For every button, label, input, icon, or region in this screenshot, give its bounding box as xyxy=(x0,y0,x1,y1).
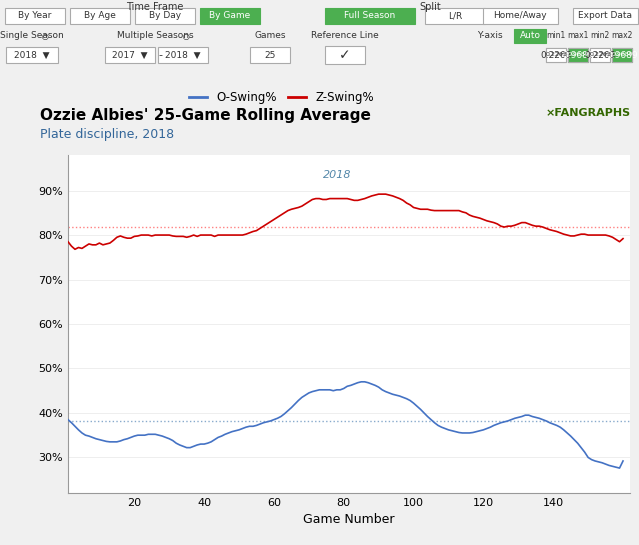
Bar xyxy=(200,8,260,24)
Text: Home/Away: Home/Away xyxy=(493,11,547,21)
Text: min1: min1 xyxy=(546,32,566,40)
Text: Multiple Seasons: Multiple Seasons xyxy=(117,32,194,40)
Text: Y-axis: Y-axis xyxy=(477,32,503,40)
Text: ×FANGRAPHS: ×FANGRAPHS xyxy=(546,108,631,118)
Bar xyxy=(568,48,588,62)
Text: Plate discipline, 2018: Plate discipline, 2018 xyxy=(40,128,174,141)
Text: By Age: By Age xyxy=(84,11,116,21)
Bar xyxy=(325,8,415,24)
Text: Games: Games xyxy=(254,32,286,40)
Text: By Day: By Day xyxy=(149,11,181,21)
Text: Reference Line: Reference Line xyxy=(311,32,379,40)
Text: Export Data: Export Data xyxy=(578,11,632,21)
Bar xyxy=(612,48,632,62)
Text: 0.2263: 0.2263 xyxy=(545,52,567,58)
Text: max2: max2 xyxy=(612,32,633,40)
Text: 0.9689: 0.9689 xyxy=(611,52,633,58)
Text: 0.9689: 0.9689 xyxy=(567,52,589,58)
Bar xyxy=(482,8,557,24)
Text: ✓: ✓ xyxy=(339,48,351,62)
Text: By Game: By Game xyxy=(210,11,250,21)
Bar xyxy=(5,8,65,24)
Text: Time Frame: Time Frame xyxy=(127,2,183,12)
Bar xyxy=(70,8,130,24)
Bar xyxy=(573,8,638,24)
Text: 2018: 2018 xyxy=(323,170,351,180)
Text: L/R: L/R xyxy=(448,11,462,21)
Bar xyxy=(612,48,632,62)
Text: ○: ○ xyxy=(39,32,49,40)
Text: 0.2263: 0.2263 xyxy=(584,51,616,59)
Text: Split: Split xyxy=(419,2,441,12)
Bar xyxy=(590,48,610,62)
Text: By Year: By Year xyxy=(19,11,52,21)
Bar xyxy=(568,48,588,62)
Text: 0.2263: 0.2263 xyxy=(589,52,611,58)
Bar xyxy=(514,29,546,43)
Bar xyxy=(250,47,290,63)
Legend: O-Swing%, Z-Swing%: O-Swing%, Z-Swing% xyxy=(184,87,379,109)
Text: 2017  ▼: 2017 ▼ xyxy=(112,51,148,59)
X-axis label: Game Number: Game Number xyxy=(304,513,395,526)
Text: Full Season: Full Season xyxy=(344,11,396,21)
Bar xyxy=(135,8,195,24)
Text: 2018  ▼: 2018 ▼ xyxy=(14,51,50,59)
Text: 0.9689: 0.9689 xyxy=(606,51,638,59)
Bar xyxy=(425,8,485,24)
Text: Single Season: Single Season xyxy=(0,32,64,40)
Bar xyxy=(590,48,610,62)
Text: max1: max1 xyxy=(567,32,589,40)
Bar xyxy=(6,47,58,63)
Text: Auto: Auto xyxy=(520,32,541,40)
Text: ○: ○ xyxy=(180,32,190,40)
Bar xyxy=(325,46,365,64)
Text: 2018  ▼: 2018 ▼ xyxy=(166,51,201,59)
Text: 25: 25 xyxy=(265,51,275,59)
Text: 0.2263: 0.2263 xyxy=(541,51,572,59)
Bar xyxy=(158,47,208,63)
Text: -: - xyxy=(158,50,162,60)
Bar xyxy=(546,48,566,62)
Text: 0.9689: 0.9689 xyxy=(562,51,594,59)
Text: Ozzie Albies' 25-Game Rolling Average: Ozzie Albies' 25-Game Rolling Average xyxy=(40,108,371,123)
Bar xyxy=(546,48,566,62)
Text: min2: min2 xyxy=(590,32,610,40)
Bar xyxy=(105,47,155,63)
